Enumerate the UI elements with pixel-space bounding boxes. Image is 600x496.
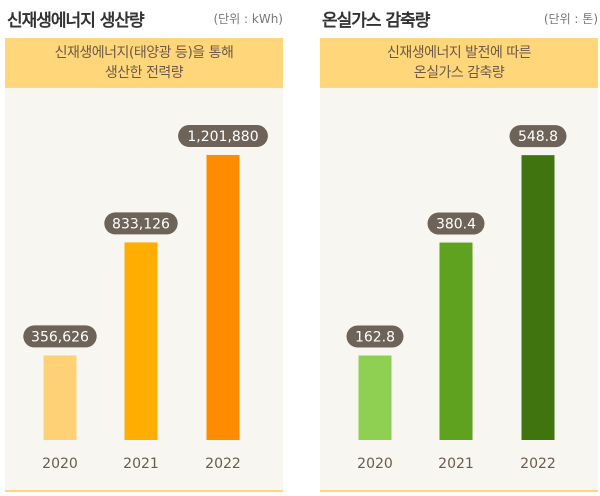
value-label-bubble <box>23 325 97 348</box>
bar-2020 <box>358 355 392 440</box>
chart-title: 신재생에너지 생산량 <box>7 11 145 31</box>
energy-production-panel: 신재생에너지 생산량 (단위 : kWh) 신재생에너지(태양광 등)을 통해 … <box>5 0 283 492</box>
value-label-bubble <box>427 212 485 235</box>
subtitle-line: 신재생에너지(태양광 등)을 통해 <box>54 45 234 61</box>
subtitle-line: 신재생에너지 발전에 따른 <box>386 45 532 61</box>
value-label-bubble <box>509 125 567 148</box>
x-tick-label: 2020 <box>357 456 393 472</box>
unit-label: (단위 : kWh) <box>213 12 283 26</box>
value-label: 548.8 <box>518 129 558 145</box>
bar-chart: 162.8 2020 380.4 2021 548.8 2022 <box>346 125 567 472</box>
value-label-bubble <box>104 212 178 235</box>
bar-2021 <box>124 242 158 440</box>
subtitle-line: 온실가스 감축량 <box>413 65 505 81</box>
value-label: 833,126 <box>112 216 170 232</box>
bar-2021 <box>439 242 473 440</box>
x-tick-label: 2021 <box>123 456 159 472</box>
ghg-reduction-panel: 온실가스 감축량 (단위 : 톤) 신재생에너지 발전에 따른 온실가스 감축량… <box>320 0 598 492</box>
chart-subtitle-band: 신재생에너지(태양광 등)을 통해 생산한 전력량 <box>5 38 283 88</box>
value-label-bubble <box>178 124 268 147</box>
chart-title: 온실가스 감축량 <box>322 11 430 31</box>
value-label: 1,201,880 <box>187 129 258 145</box>
bar-2020 <box>43 355 77 440</box>
x-tick-label: 2020 <box>42 456 78 472</box>
value-label-bubble <box>346 325 404 348</box>
value-label: 356,626 <box>31 329 89 345</box>
x-tick-label: 2022 <box>205 456 241 472</box>
bar-2022 <box>206 154 240 440</box>
chart-subtitle-band: 신재생에너지 발전에 따른 온실가스 감축량 <box>320 38 598 88</box>
x-tick-label: 2022 <box>520 456 556 472</box>
subtitle-line: 생산한 전력량 <box>104 65 184 81</box>
bar-chart: 356,626 2020 833,126 2021 1,201,880 2022 <box>23 124 268 472</box>
unit-label: (단위 : 톤) <box>543 12 598 26</box>
value-label: 162.8 <box>355 330 395 346</box>
x-tick-label: 2021 <box>438 456 474 472</box>
value-label: 380.4 <box>436 217 476 233</box>
bar-2022 <box>521 155 555 441</box>
